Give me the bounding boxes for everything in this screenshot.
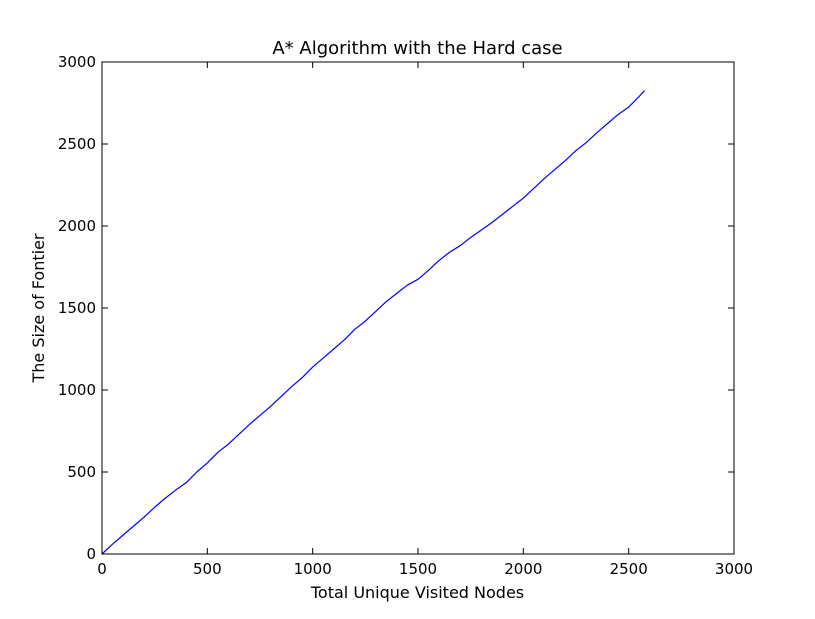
y-tick-label: 0	[86, 545, 96, 563]
y-tick-label: 1500	[58, 299, 96, 317]
y-tick-label: 2500	[58, 135, 96, 153]
axis-ticks: 0 500 1000 1500 2000 2500 3000 0 500 1000 1500 2000…	[58, 53, 753, 578]
x-tick-label: 3000	[715, 560, 753, 578]
y-tick-label: 3000	[58, 53, 96, 71]
x-tick-label: 1500	[399, 560, 437, 578]
y-axis-label: The Size of Fontier	[29, 233, 48, 383]
x-tick-label: 2000	[504, 560, 542, 578]
y-tick-label: 1000	[58, 381, 96, 399]
series-line-0	[101, 90, 645, 555]
y-tick-label: 2000	[58, 217, 96, 235]
chart-title: A* Algorithm with the Hard case	[272, 38, 562, 59]
x-tick-label: 0	[97, 560, 107, 578]
x-tick-label: 2500	[610, 560, 648, 578]
plot-frame	[101, 61, 735, 555]
series-group	[101, 90, 645, 555]
y-tick-label: 500	[67, 463, 96, 481]
x-tick-label: 1000	[294, 560, 332, 578]
x-tick-label: 500	[193, 560, 222, 578]
x-axis-label: Total Unique Visited Nodes	[310, 583, 524, 602]
